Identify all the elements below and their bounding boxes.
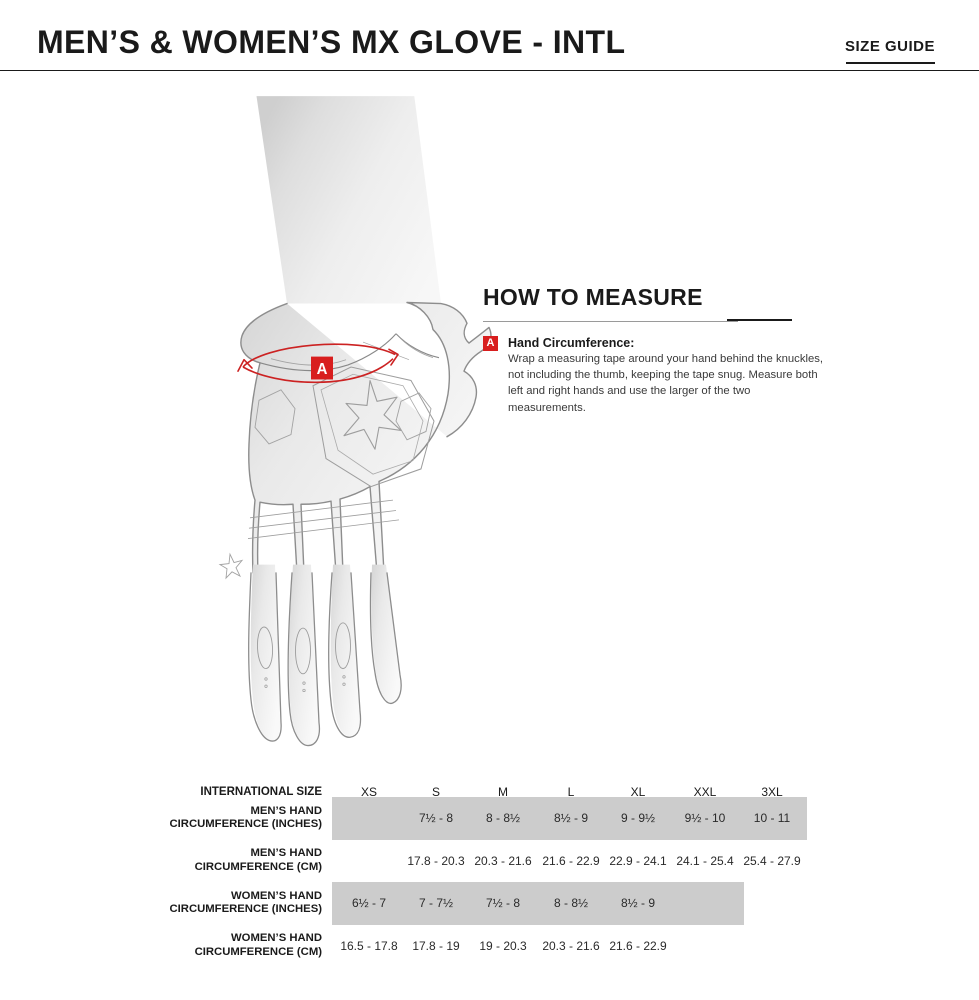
svg-text:A: A: [317, 361, 328, 378]
